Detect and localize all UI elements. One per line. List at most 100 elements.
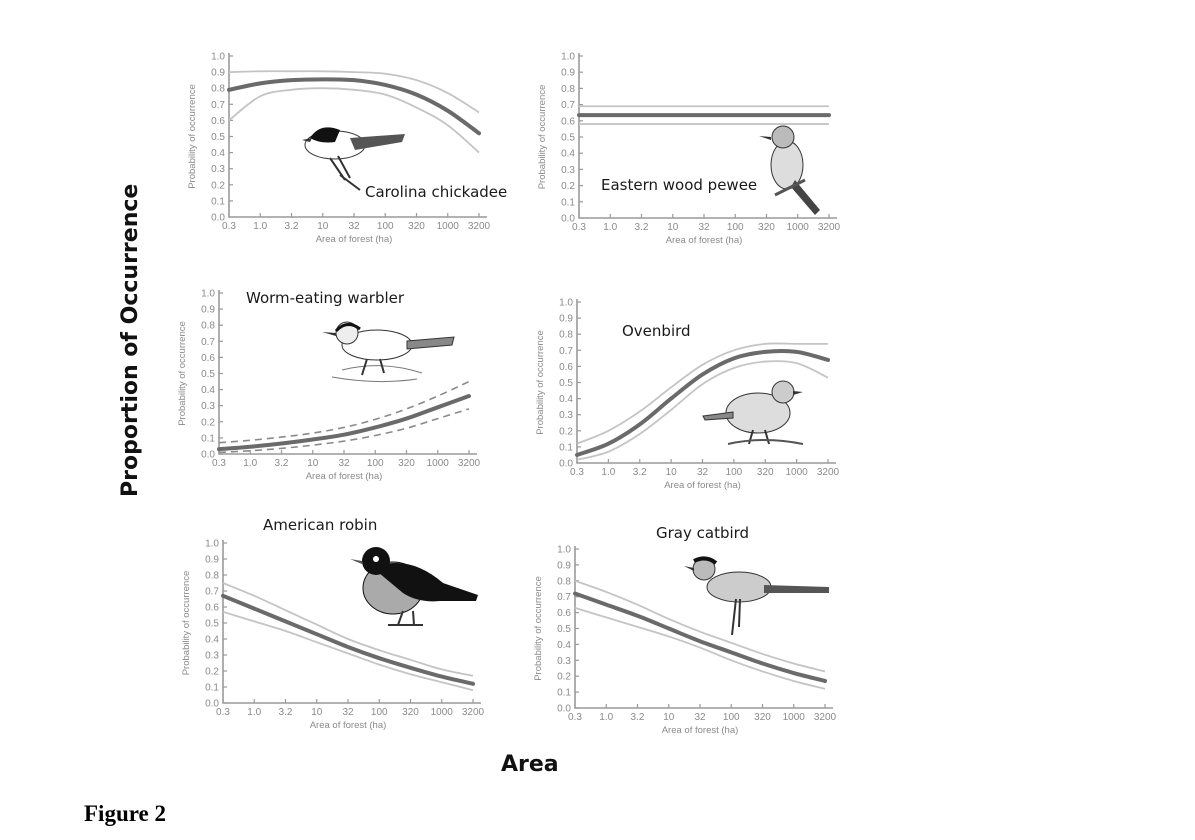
x-tick-label: 100: [377, 221, 394, 232]
x-tick-label: 3200: [818, 222, 841, 233]
y-tick-label: 0.7: [205, 587, 219, 598]
x-axis-title: Area of forest (ha): [666, 235, 743, 246]
y-tick-label: 0.6: [559, 362, 573, 373]
x-tick-label: 100: [371, 707, 388, 718]
panel-title: American robin: [263, 516, 377, 534]
x-tick-label: 100: [367, 458, 384, 469]
global-x-axis-label: Area: [501, 752, 559, 777]
chickadee-illustration-icon: [302, 127, 405, 191]
y-tick-label: 0.7: [211, 100, 225, 111]
x-tick-label: 1000: [787, 222, 810, 233]
x-tick-label: 100: [723, 712, 740, 723]
y-tick-label: 0.7: [559, 346, 573, 357]
y-tick-label: 0.5: [561, 133, 575, 144]
y-tick-label: 0.5: [211, 132, 225, 143]
x-tick-label: 3.2: [275, 458, 289, 469]
x-tick-label: 32: [694, 712, 706, 723]
x-axis-title: Area of forest (ha): [664, 480, 741, 491]
y-tick-label: 0.6: [211, 116, 225, 127]
y-tick-label: 0.2: [205, 667, 219, 678]
panel-worm-eating-warbler: 0.0 0.1 0.2 0.3 0.4 0.5 0.6 0.7 0.8 0.9 1.0 0.3 1.0 3…: [177, 289, 481, 483]
y-tick-label: 0.2: [557, 672, 571, 683]
mean-curve: [217, 394, 471, 452]
y-tick-label: 0.8: [211, 84, 225, 95]
panel-title: Worm-eating warbler: [246, 289, 405, 307]
panel-gray-catbird: 0.0 0.1 0.2 0.3 0.4 0.5 0.6 0.7 0.8 0.9 1.0 0.3 1.0 3…: [533, 524, 837, 736]
y-tick-label: 0.3: [201, 401, 215, 412]
y-tick-label: 0.8: [201, 321, 215, 332]
y-tick-label: 0.7: [557, 592, 571, 603]
confidence-bound-curve: [228, 87, 480, 154]
x-axis-title: Area of forest (ha): [310, 720, 387, 731]
y-tick-label: 0.4: [205, 635, 219, 646]
x-tick-label: 1000: [783, 712, 806, 723]
x-tick-label: 3.2: [631, 712, 645, 723]
y-tick-label: 1.0: [561, 52, 575, 63]
x-tick-label: 32: [342, 707, 354, 718]
y-tick-label: 0.7: [201, 337, 215, 348]
confidence-bound-curve: [218, 408, 470, 454]
panel-american-robin: 0.0 0.1 0.2 0.3 0.4 0.5 0.6 0.7 0.8 0.9 1.0 0.3 1.0 3…: [181, 516, 485, 731]
x-tick-label: 320: [408, 221, 425, 232]
y-tick-label: 1.0: [557, 545, 571, 556]
pewee-illustration-icon: [759, 125, 820, 215]
x-tick-label: 1000: [427, 458, 450, 469]
x-tick-label: 32: [698, 222, 710, 233]
x-tick-label: 320: [402, 707, 419, 718]
y-tick-label: 0.2: [211, 180, 225, 191]
y-tick-label: 0.4: [559, 394, 573, 405]
y-tick-label: 0.4: [557, 640, 571, 651]
mean-curve: [227, 77, 481, 136]
x-tick-label: 3200: [462, 707, 485, 718]
panel-title: Carolina chickadee: [365, 183, 507, 201]
x-tick-label: 1000: [437, 221, 460, 232]
x-tick-label: 3.2: [633, 467, 647, 478]
confidence-bound-curve: [228, 70, 480, 114]
global-y-axis-label: Proportion of Occurrence: [118, 183, 143, 497]
y-tick-label: 0.5: [201, 369, 215, 380]
x-tick-label: 3200: [468, 221, 491, 232]
y-tick-label: 0.3: [561, 165, 575, 176]
y-tick-label: 0.1: [561, 197, 575, 208]
robin-illustration-icon: [350, 547, 478, 626]
y-tick-label: 0.9: [557, 560, 571, 571]
x-tick-label: 3.2: [635, 222, 649, 233]
x-tick-label: 1.0: [253, 221, 267, 232]
y-tick-label: 0.0: [201, 450, 215, 461]
panel-eastern-wood-pewee: 0.0 0.1 0.2 0.3 0.4 0.5 0.6 0.7 0.8 0.9 1.0 0.3 1.0 3…: [537, 52, 841, 247]
y-tick-label: 0.9: [211, 68, 225, 79]
y-tick-label: 0.6: [201, 353, 215, 364]
y-tick-label: 0.0: [559, 459, 573, 470]
x-tick-label: 100: [726, 467, 743, 478]
y-axis-title: Probability of occurrence: [177, 321, 188, 426]
y-tick-label: 1.0: [201, 289, 215, 300]
mean-curve: [573, 591, 827, 683]
x-tick-label: 1.0: [601, 467, 615, 478]
y-axis-title: Probability of occurrence: [187, 84, 198, 189]
x-axis-title: Area of forest (ha): [316, 234, 393, 245]
confidence-bound-curve: [574, 606, 826, 690]
x-tick-label: 10: [667, 222, 679, 233]
x-tick-label: 1.0: [603, 222, 617, 233]
x-tick-label: 3.2: [279, 707, 293, 718]
x-axis-title: Area of forest (ha): [306, 471, 383, 482]
y-tick-label: 0.2: [559, 426, 573, 437]
y-tick-label: 0.3: [559, 410, 573, 421]
y-tick-label: 0.8: [557, 576, 571, 587]
x-tick-label: 10: [311, 707, 323, 718]
x-tick-label: 0.3: [572, 222, 586, 233]
y-tick-label: 0.8: [561, 84, 575, 95]
mean-curve: [575, 349, 830, 457]
y-tick-label: 0.8: [205, 571, 219, 582]
y-tick-label: 0.0: [211, 213, 225, 224]
x-tick-label: 3.2: [285, 221, 299, 232]
x-tick-label: 3200: [458, 458, 481, 469]
y-tick-label: 0.0: [561, 214, 575, 225]
x-tick-label: 32: [697, 467, 709, 478]
y-tick-label: 0.7: [561, 100, 575, 111]
figure-caption-label: Figure 2: [84, 801, 166, 826]
x-tick-label: 320: [398, 458, 415, 469]
x-tick-label: 0.3: [568, 712, 582, 723]
y-tick-label: 0.4: [201, 385, 215, 396]
